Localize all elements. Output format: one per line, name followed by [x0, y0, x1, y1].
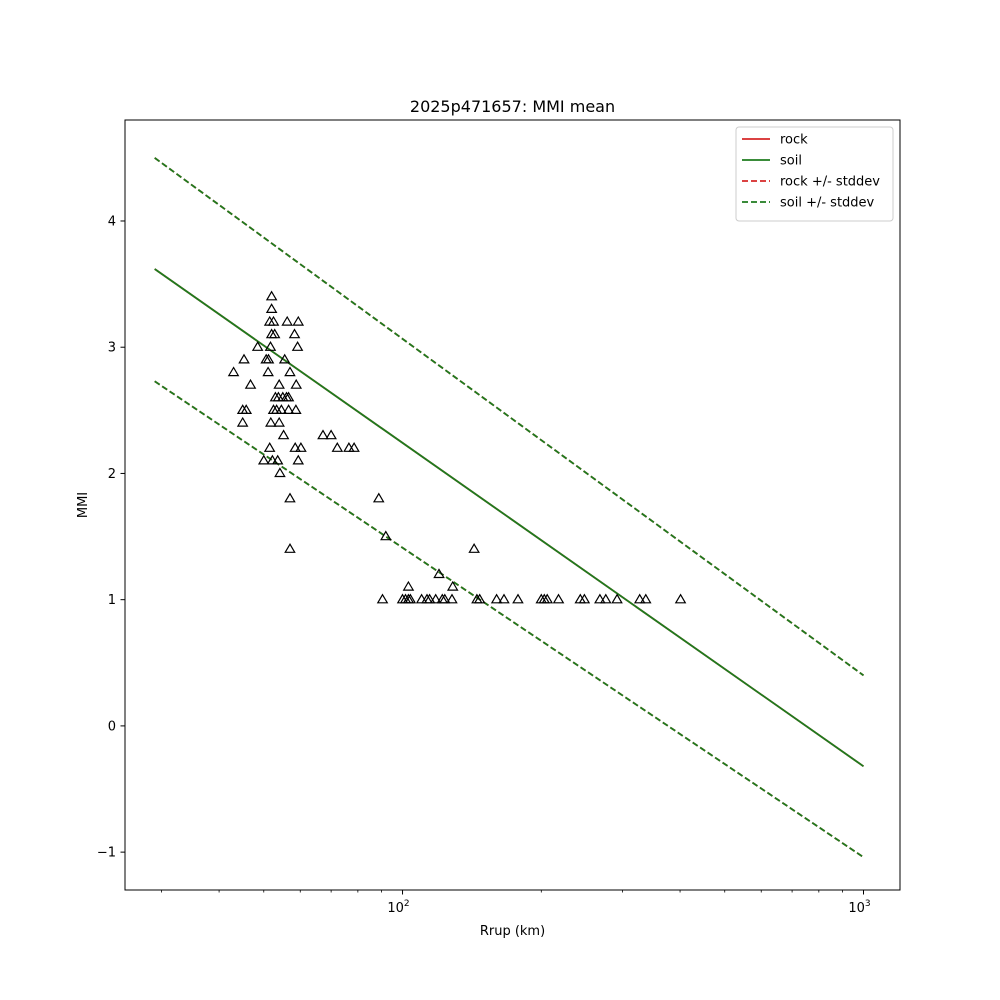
legend-box	[735, 126, 894, 222]
data-point	[284, 366, 296, 377]
data-point	[490, 593, 503, 604]
data-point	[512, 593, 524, 604]
series-line-1	[154, 268, 865, 768]
data-point	[238, 353, 250, 364]
series-line-4	[154, 157, 865, 677]
data-point	[611, 593, 623, 604]
data-point	[289, 442, 301, 452]
data-point	[274, 467, 286, 478]
data-point	[446, 580, 459, 591]
data-point	[348, 442, 360, 452]
data-point	[273, 378, 285, 389]
data-point	[244, 378, 257, 389]
data-point	[265, 290, 278, 301]
y-tick-label: 3	[108, 341, 116, 356]
data-point	[446, 593, 458, 604]
data-point	[295, 442, 307, 452]
data-point	[277, 429, 290, 440]
legend: rock soil rock +/- stddev soil +/- stddev	[735, 126, 894, 222]
data-point	[498, 593, 510, 604]
legend-label: soil	[780, 154, 802, 169]
y-tick-label: 1	[108, 593, 116, 608]
data-point	[265, 303, 278, 313]
data-point	[284, 543, 296, 553]
data-point	[284, 492, 296, 503]
data-point	[267, 315, 280, 326]
legend-label: rock +/- stddev	[780, 175, 880, 190]
data-point	[262, 353, 275, 364]
data-point	[236, 416, 249, 427]
data-point	[402, 580, 415, 591]
data-point	[594, 593, 606, 604]
data-point	[473, 593, 486, 604]
x-tick-exponent: 3	[865, 899, 871, 909]
y-axis: −1 0 1 2 3 4	[97, 214, 125, 861]
data-point	[404, 593, 417, 604]
data-point	[288, 328, 301, 339]
data-point	[433, 568, 445, 579]
data-point	[468, 543, 480, 553]
data-point	[263, 442, 276, 452]
legend-label: soil +/- stddev	[780, 196, 875, 211]
data-point	[674, 593, 687, 604]
data-point	[273, 416, 285, 427]
data-point	[541, 593, 554, 604]
data-point	[271, 454, 284, 465]
chart-title: 2025p471657: MMI mean	[410, 97, 615, 116]
data-point	[429, 593, 442, 604]
y-tick-label: 0	[108, 719, 116, 734]
y-tick-label: 4	[108, 214, 116, 229]
data-point	[423, 593, 436, 604]
data-point	[265, 416, 277, 427]
x-tick-exponent: 2	[404, 899, 410, 909]
data-point	[438, 593, 451, 604]
data-points	[227, 290, 687, 604]
data-point	[639, 593, 652, 604]
x-axis-label: Rrup (km)	[480, 924, 545, 939]
data-point	[240, 404, 253, 414]
data-point	[290, 378, 303, 389]
series-lines	[154, 157, 865, 858]
data-point	[278, 353, 291, 364]
data-point	[317, 429, 329, 440]
data-point	[251, 341, 264, 351]
data-point	[275, 404, 288, 414]
data-point	[292, 315, 305, 326]
data-point	[282, 391, 295, 402]
data-point	[325, 429, 337, 440]
data-point	[372, 492, 385, 503]
data-point	[291, 341, 304, 351]
data-point	[268, 328, 281, 339]
data-point	[376, 593, 389, 604]
data-point	[292, 454, 305, 465]
y-tick-label: 2	[108, 467, 116, 482]
y-tick-label: −1	[97, 846, 116, 861]
data-point	[599, 593, 612, 604]
data-point	[281, 315, 293, 326]
plot-area-frame	[124, 119, 901, 891]
legend-label: rock	[780, 133, 808, 148]
data-point	[282, 404, 295, 414]
data-point	[578, 593, 591, 604]
data-point	[227, 366, 240, 377]
data-point	[331, 442, 344, 452]
data-point	[262, 366, 274, 377]
data-point	[552, 593, 565, 604]
y-axis-label: MMI	[76, 492, 91, 518]
series-line-5	[154, 380, 865, 858]
data-point	[264, 341, 277, 351]
data-point	[633, 593, 646, 604]
data-point	[290, 404, 302, 414]
data-point	[380, 530, 392, 541]
data-point	[257, 454, 270, 465]
